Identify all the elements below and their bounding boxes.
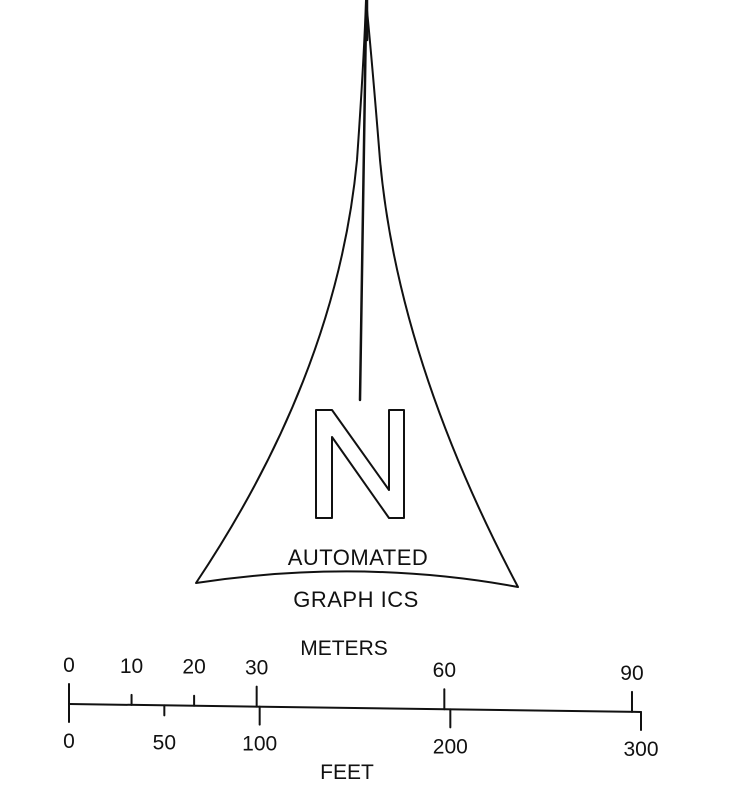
north-arrow-shaft bbox=[358, 16, 368, 402]
feet-tick-label: 0 bbox=[63, 730, 75, 753]
feet-tick-label: 300 bbox=[623, 738, 658, 761]
meter-tick-label: 30 bbox=[245, 657, 268, 680]
meter-tick-label: 0 bbox=[63, 654, 75, 677]
brand-line-1: AUTOMATED bbox=[288, 545, 429, 570]
meter-tick-label: 20 bbox=[182, 656, 205, 679]
feet-title: FEET bbox=[320, 761, 374, 784]
meter-tick-label: 10 bbox=[120, 655, 143, 678]
meter-tick-label: 60 bbox=[433, 659, 456, 682]
feet-ticks: 0 50 100 200 300 bbox=[63, 703, 659, 761]
north-arrow: N AUTOMATED GRAPH ICS bbox=[195, 0, 519, 612]
feet-tick-label: 100 bbox=[242, 733, 277, 756]
brand-line-2: GRAPH ICS bbox=[293, 587, 419, 612]
north-arrow-outline bbox=[195, 0, 519, 588]
feet-tick-label: 200 bbox=[433, 735, 468, 758]
north-letter-glyph bbox=[315, 409, 405, 519]
meters-title: METERS bbox=[300, 637, 388, 660]
meter-ticks: 0 10 20 30 60 90 bbox=[63, 654, 644, 713]
meter-tick-label: 90 bbox=[620, 662, 643, 685]
scale-bar: METERS 0 10 20 30 60 90 0 50 100 200 300 FEET bbox=[63, 637, 658, 784]
scale-bar-line bbox=[68, 703, 642, 713]
feet-tick-label: 50 bbox=[153, 731, 176, 754]
